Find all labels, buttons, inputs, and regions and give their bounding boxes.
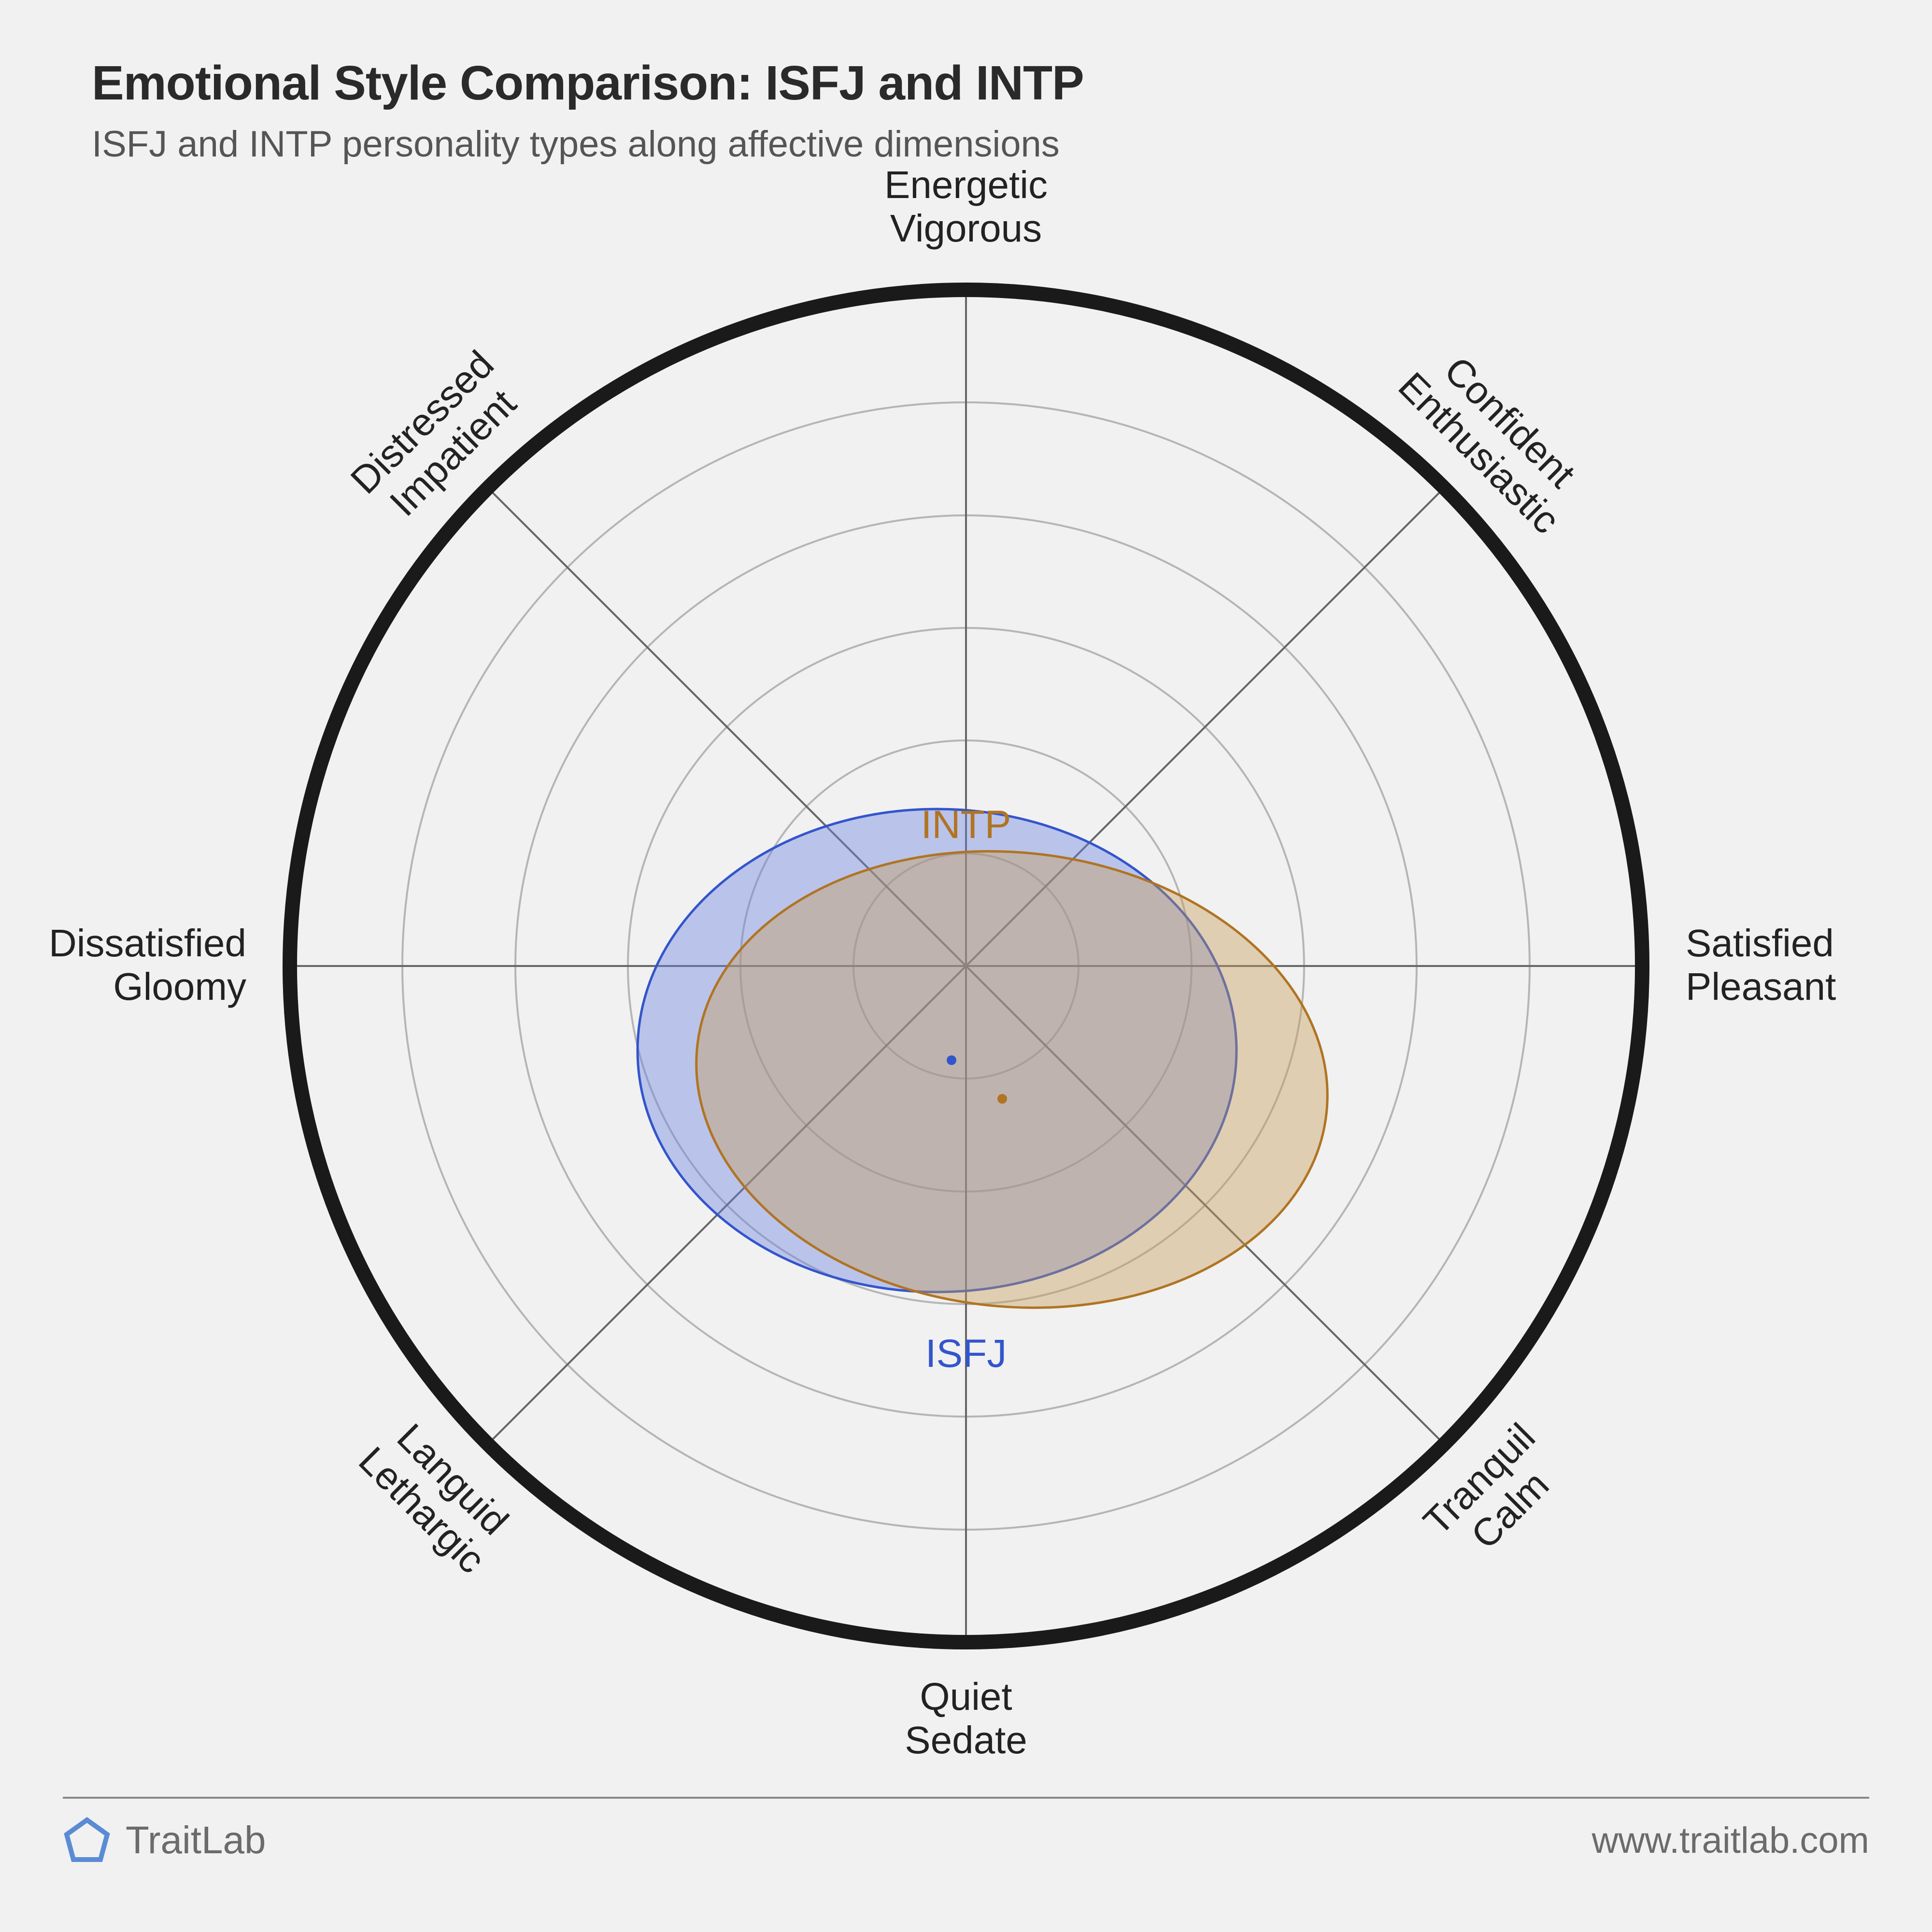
brand: TraitLab: [63, 1816, 266, 1864]
svg-text:Dissatisfied: Dissatisfied: [49, 922, 246, 965]
radar-svg: EnergeticVigorousConfidentEnthusiasticSa…: [0, 0, 1932, 1932]
axis-label: QuietSedate: [905, 1675, 1027, 1762]
footer-divider: [63, 1797, 1869, 1799]
svg-text:Satisfied: Satisfied: [1686, 922, 1834, 965]
page: Emotional Style Comparison: ISFJ and INT…: [0, 0, 1932, 1932]
footer: TraitLab www.traitlab.com: [63, 1816, 1869, 1864]
axis-label: DissatisfiedGloomy: [49, 922, 246, 1008]
series-label-intp: INTP: [921, 803, 1011, 847]
svg-text:Pleasant: Pleasant: [1686, 965, 1836, 1008]
axis-label: EnergeticVigorous: [884, 163, 1048, 250]
radar-chart: EnergeticVigorousConfidentEnthusiasticSa…: [0, 0, 1932, 1932]
svg-text:Quiet: Quiet: [920, 1675, 1012, 1718]
svg-text:Gloomy: Gloomy: [113, 965, 246, 1008]
svg-text:Vigorous: Vigorous: [890, 207, 1042, 250]
svg-text:Energetic: Energetic: [884, 163, 1048, 206]
series-label-isfj: ISFJ: [925, 1332, 1007, 1376]
brand-name: TraitLab: [126, 1818, 266, 1862]
axis-label: SatisfiedPleasant: [1686, 922, 1836, 1008]
svg-text:Sedate: Sedate: [905, 1719, 1027, 1762]
brand-logo-icon: [63, 1816, 111, 1864]
brand-url: www.traitlab.com: [1592, 1819, 1869, 1861]
